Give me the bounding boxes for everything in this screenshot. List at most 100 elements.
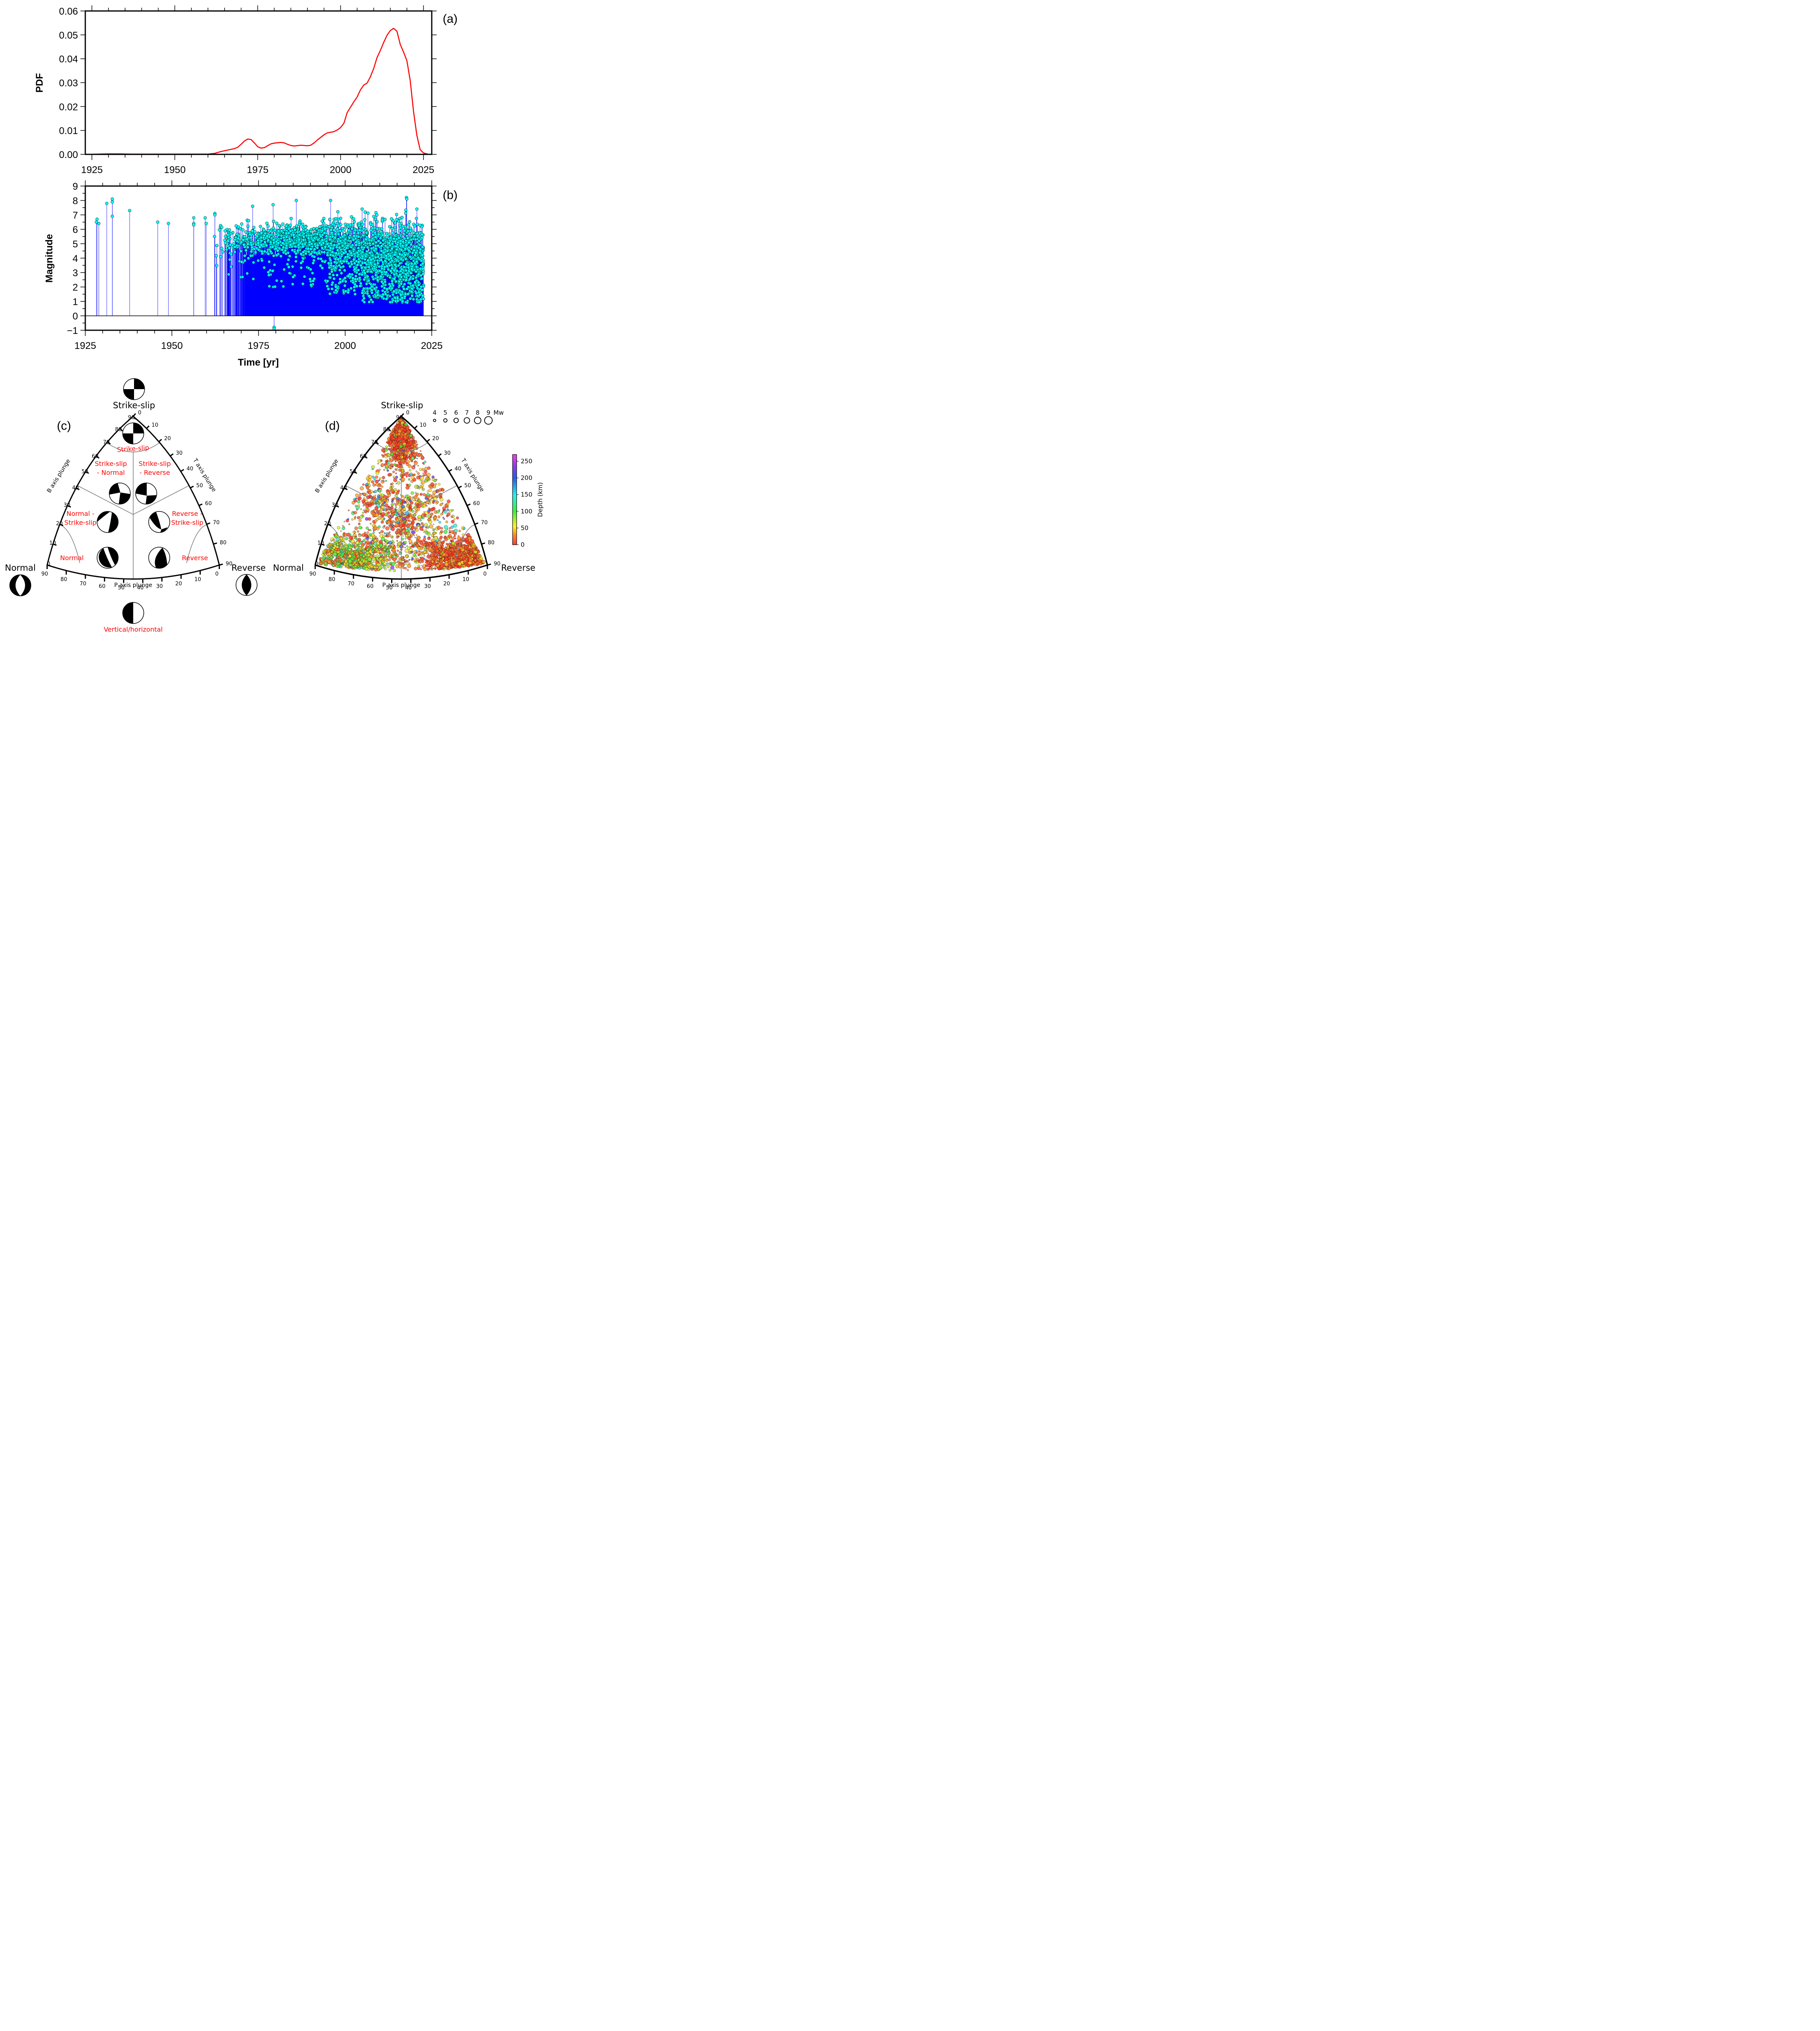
magnitude-marker xyxy=(331,281,334,284)
magnitude-marker xyxy=(346,225,350,228)
magnitude-marker xyxy=(362,278,366,281)
magnitude-marker xyxy=(353,262,356,265)
magnitude-marker xyxy=(366,287,369,290)
magnitude-marker xyxy=(312,259,316,262)
magnitude-marker xyxy=(328,292,332,296)
magnitude-marker xyxy=(294,252,298,255)
magnitude-marker xyxy=(296,230,299,234)
magnitude-marker xyxy=(110,214,114,218)
magnitude-marker xyxy=(262,266,266,269)
magnitude-marker xyxy=(232,242,236,246)
magnitude-marker xyxy=(320,219,324,223)
pdf-plot-frame xyxy=(84,10,433,155)
magnitude-marker xyxy=(376,227,379,231)
magnitude-marker xyxy=(333,236,337,240)
magnitude-marker xyxy=(288,223,292,227)
magnitude-plot-area xyxy=(85,196,432,331)
magnitude-marker xyxy=(364,261,367,265)
magnitude-marker xyxy=(360,245,364,249)
magnitude-marker xyxy=(266,252,270,255)
magnitude-marker xyxy=(322,251,326,254)
magnitude-marker xyxy=(327,266,331,269)
magnitude-marker xyxy=(403,229,406,232)
y-tick-label: 0.04 xyxy=(59,54,78,65)
magnitude-marker xyxy=(376,275,379,279)
magnitude-marker xyxy=(376,278,379,282)
magnitude-marker xyxy=(263,250,266,253)
magnitude-marker xyxy=(388,275,392,279)
magnitude-marker xyxy=(229,265,233,268)
magnitude-marker xyxy=(241,275,244,279)
magnitude-marker xyxy=(363,271,367,275)
magnitude-marker xyxy=(235,232,239,236)
magnitude-marker xyxy=(371,227,374,230)
magnitude-marker xyxy=(359,264,363,267)
magnitude-marker xyxy=(215,244,219,247)
magnitude-marker xyxy=(280,279,283,283)
magnitude-marker xyxy=(353,234,356,238)
magnitude-marker xyxy=(409,234,413,238)
magnitude-marker xyxy=(257,248,260,251)
magnitude-marker xyxy=(353,292,357,296)
panel-a-pdf-chart: 0.00 0.01 0.02 0.03 0.04 0.05 0.06 1925 1950 197… xyxy=(34,5,458,175)
magnitude-marker xyxy=(268,284,271,288)
magnitude-marker xyxy=(404,212,407,215)
magnitude-marker xyxy=(366,292,369,295)
x-tick-label: 1975 xyxy=(247,165,268,175)
magnitude-marker xyxy=(361,223,364,226)
magnitude-marker xyxy=(340,271,343,275)
magnitude-marker xyxy=(275,221,279,225)
magnitude-marker xyxy=(243,235,247,238)
magnitude-marker xyxy=(383,259,387,263)
magnitude-marker xyxy=(223,238,227,242)
magnitude-marker xyxy=(322,221,325,225)
magnitude-marker xyxy=(363,218,366,221)
magnitude-marker xyxy=(347,229,351,232)
magnitude-marker xyxy=(380,285,384,288)
magnitude-marker xyxy=(362,287,366,290)
magnitude-marker xyxy=(204,222,208,225)
magnitude-marker xyxy=(334,251,338,255)
magnitude-marker xyxy=(381,218,384,222)
figure: 0.00 0.01 0.02 0.03 0.04 0.05 0.06 1925 1950 197… xyxy=(5,5,544,633)
magnitude-marker xyxy=(393,263,397,266)
magnitude-marker xyxy=(375,213,379,217)
magnitude-marker xyxy=(320,238,324,242)
magnitude-marker xyxy=(410,294,414,297)
magnitude-marker xyxy=(286,262,289,266)
pdf-x-axis: 1925 1950 1975 2000 2025 xyxy=(81,5,434,175)
magnitude-marker xyxy=(283,238,286,242)
magnitude-marker xyxy=(335,273,339,277)
magnitude-marker xyxy=(275,279,279,282)
magnitude-marker xyxy=(364,210,367,214)
magnitude-marker xyxy=(260,259,264,262)
magnitude-marker xyxy=(356,263,359,267)
magnitude-marker xyxy=(320,246,324,250)
magnitude-marker xyxy=(359,281,363,285)
magnitude-marker xyxy=(248,233,252,236)
magnitude-marker xyxy=(418,300,421,304)
magnitude-marker xyxy=(357,246,360,250)
magnitude-marker xyxy=(301,257,305,260)
y-tick-label: 0.05 xyxy=(59,30,78,41)
magnitude-marker xyxy=(318,225,322,229)
x-tick-label: 2025 xyxy=(413,165,434,175)
magnitude-marker xyxy=(415,207,419,211)
magnitude-marker xyxy=(95,217,99,221)
magnitude-marker xyxy=(358,276,361,279)
magnitude-marker xyxy=(97,222,101,225)
magnitude-marker xyxy=(285,244,288,247)
magnitude-marker xyxy=(313,255,316,258)
magnitude-marker xyxy=(372,214,376,218)
magnitude-marker xyxy=(294,199,298,202)
magnitude-marker xyxy=(405,197,409,201)
magnitude-marker xyxy=(259,225,262,228)
magnitude-marker xyxy=(317,251,321,255)
magnitude-marker xyxy=(308,277,312,281)
magnitude-marker xyxy=(288,271,291,275)
magnitude-marker xyxy=(401,240,405,244)
magnitude-marker xyxy=(240,260,244,264)
magnitude-marker xyxy=(246,246,249,249)
magnitude-marker xyxy=(287,265,290,269)
magnitude-marker xyxy=(421,267,425,271)
